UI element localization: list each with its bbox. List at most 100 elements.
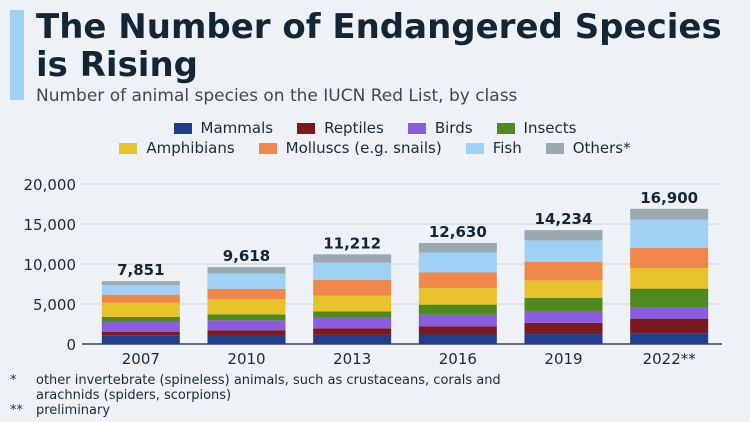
bar-segment [101,331,180,336]
legend-label: Reptiles [324,119,384,137]
y-tick-label: 0 [66,336,76,354]
bar-segment [313,328,392,335]
legend-row-2: Amphibians Molluscs (e.g. snails) Fish O… [0,138,750,158]
legend-swatch [297,122,316,134]
bar-segment [418,288,497,305]
bar-segment [207,320,286,331]
footnote-text: preliminary [36,403,111,418]
bar-segment [630,219,709,248]
y-tick-label: 20,000 [24,176,77,194]
bar-segment [101,302,180,317]
footnotes: * other invertebrate (spineless) animals,… [10,373,501,418]
legend-swatch [173,122,192,134]
legend-item-insects: Insects [496,119,577,137]
legend-item-fish: Fish [465,139,522,157]
legend-label: Mammals [200,119,274,137]
legend-item-birds: Birds [407,119,473,137]
bar-segment [313,280,392,296]
legend: Mammals Reptiles Birds Insects Amphibian… [0,118,750,158]
legend-swatch [496,122,515,134]
bar-segment [313,295,392,312]
footnote-symbol: ** [10,403,23,418]
chart-title: The Number of Endangered Species is Risi… [36,7,722,85]
bar-segment [630,318,709,334]
bar-segment [207,334,286,344]
footnote-2: ** preliminary [10,403,501,418]
bar-segment [418,272,497,289]
bar-segment [418,314,497,327]
legend-item-reptiles: Reptiles [297,119,384,137]
bar-segment [630,288,709,308]
legend-item-molluscs: Molluscs (e.g. snails) [258,139,442,157]
bar-segment [313,311,392,318]
bar-segment [418,334,497,344]
bar-total-label: 7,851 [117,261,164,279]
bar-segment [207,314,286,321]
bar-segment [101,294,180,303]
bar-segment [101,281,180,286]
accent-bar [10,10,24,100]
bar-segment [207,299,286,315]
bar-segment [418,326,497,335]
y-tick-label: 15,000 [24,216,77,234]
footnote-1: * other invertebrate (spineless) animals,… [10,373,501,388]
chart-subtitle: Number of animal species on the IUCN Red… [36,86,518,106]
bar-segment [524,298,603,311]
bar-segment [101,321,180,332]
bar-total-label: 14,234 [535,210,593,228]
x-tick-label: 2007 [122,350,160,368]
bar-segment [630,268,709,289]
legend-swatch [258,142,277,154]
y-tick-label: 5,000 [33,296,76,314]
stacked-bar-chart: 0 5,000 10,000 15,000 20,000 7,851 2007 9,618 20… [24,176,722,368]
bar-segment [207,330,286,335]
bar-segment [207,288,286,300]
legend-item-mammals: Mammals [173,119,274,137]
bar-segment [418,304,497,315]
y-tick-label: 10,000 [24,256,77,274]
bar-segment [313,334,392,344]
bar-segment [313,262,392,280]
legend-row-1: Mammals Reptiles Birds Insects [0,118,750,138]
bar-segment [101,335,180,344]
bar-segment [207,267,286,274]
bar-segment [524,240,603,262]
bar-segment [524,322,603,335]
bar-segment [524,334,603,344]
footnote-text: arachnids (spiders, scorpions) [36,388,232,403]
bar-segment [630,208,709,220]
legend-item-others: Others* [545,139,631,157]
bar-segment [101,316,180,322]
x-tick-label: 2019 [544,350,582,368]
bar-total-label: 16,900 [640,189,698,207]
bar-total-label: 11,212 [323,234,381,252]
bar-segment [524,280,603,298]
legend-swatch [407,122,426,134]
bar-segment [207,273,286,289]
footnote-symbol: * [10,373,17,388]
bar-segment [313,254,392,263]
bar-segment [418,242,497,253]
bar-segment [313,317,392,329]
bar-segment [630,333,709,344]
x-tick-label: 2016 [439,350,477,368]
legend-label: Amphibians [146,139,235,157]
legend-label: Molluscs (e.g. snails) [285,139,442,157]
bar-segment [524,230,603,241]
legend-swatch [119,142,138,154]
legend-label: Insects [523,119,577,137]
bar-segment [101,285,180,295]
bar-segment [630,247,709,269]
bar-segment [524,310,603,323]
x-tick-label: 2010 [227,350,265,368]
legend-swatch [545,142,564,154]
bar-segment [630,307,709,319]
footnote-1-cont: arachnids (spiders, scorpions) [10,388,501,403]
bar-total-label: 12,630 [429,223,487,241]
legend-item-amphibians: Amphibians [119,139,235,157]
footnote-symbol [10,388,36,403]
legend-label: Fish [492,139,522,157]
legend-swatch [465,142,484,154]
x-tick-label: 2022** [643,350,697,368]
x-tick-label: 2013 [333,350,371,368]
